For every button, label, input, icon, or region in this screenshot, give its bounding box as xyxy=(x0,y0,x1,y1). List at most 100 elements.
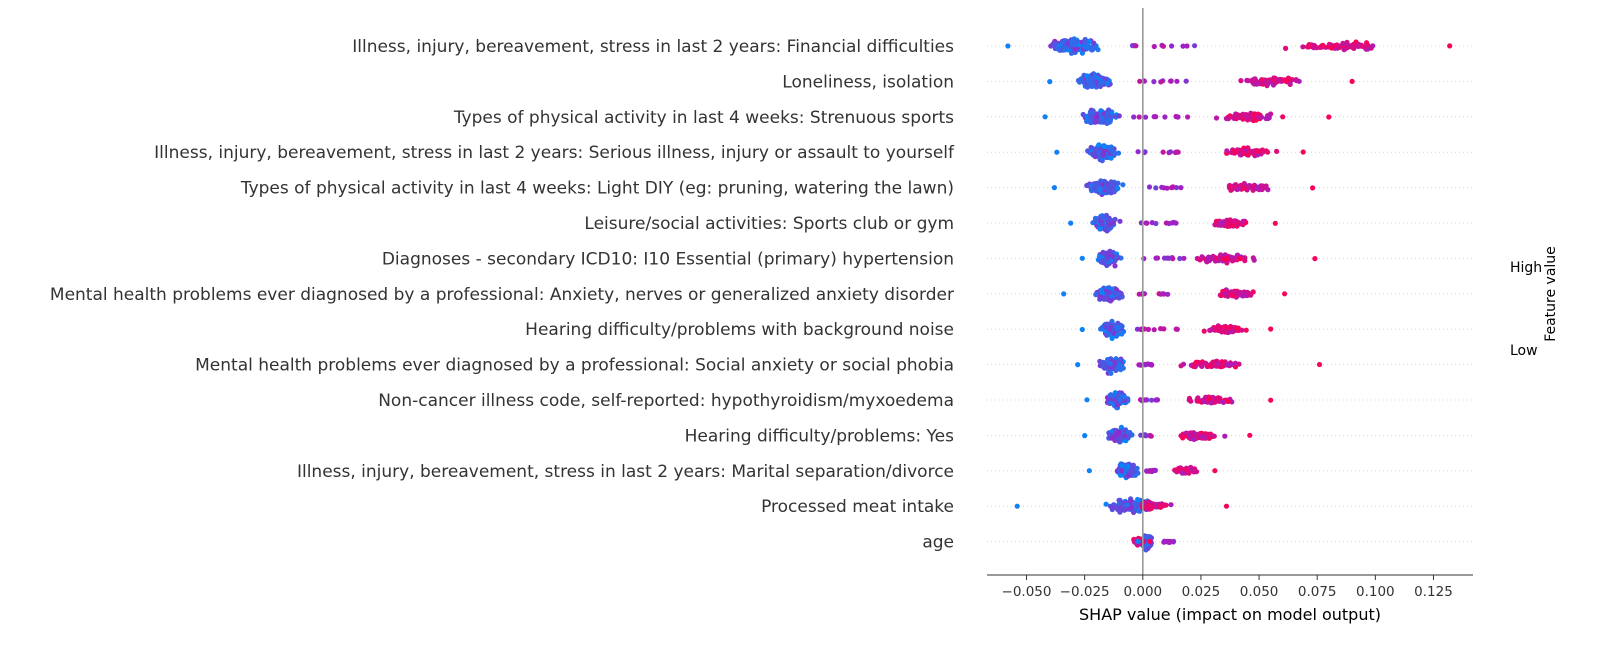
shap-point xyxy=(1221,219,1227,225)
x-tick-label: 0.025 xyxy=(1182,584,1221,600)
shap-point xyxy=(1105,144,1111,150)
shap-point xyxy=(1111,181,1117,187)
shap-point xyxy=(1370,43,1376,49)
shap-point xyxy=(1363,44,1369,50)
shap-point xyxy=(1265,187,1271,193)
shap-point xyxy=(1129,504,1135,511)
shap-point xyxy=(1310,185,1316,191)
shap-point xyxy=(1199,254,1205,260)
shap-point xyxy=(1349,44,1355,50)
feature-label: Non-cancer illness code, self-reported: … xyxy=(378,391,954,411)
shap-point xyxy=(1096,142,1102,148)
shap-point xyxy=(1180,43,1186,49)
shap-point xyxy=(1312,256,1318,262)
shap-point xyxy=(1293,78,1300,84)
shap-point xyxy=(1089,114,1095,121)
shap-point xyxy=(1234,115,1240,121)
shap-point xyxy=(1184,466,1190,472)
shap-point xyxy=(1164,185,1170,191)
shap-point xyxy=(1099,221,1105,227)
shap-point xyxy=(1336,43,1342,49)
shap-point xyxy=(1174,326,1180,332)
shap-point xyxy=(1141,256,1147,262)
shap-point xyxy=(1160,43,1166,49)
shap-point xyxy=(1112,263,1118,269)
shap-point xyxy=(1104,254,1111,260)
shap-point xyxy=(1117,509,1123,515)
x-tick-label: 0.125 xyxy=(1414,584,1453,600)
shap-point xyxy=(1194,432,1200,439)
shap-point xyxy=(1274,148,1280,154)
shap-point xyxy=(1042,114,1048,120)
feature-label: Hearing difficulty/problems: Yes xyxy=(685,426,955,446)
shap-point xyxy=(1114,366,1120,372)
shap-point xyxy=(1184,43,1190,49)
shap-point xyxy=(1109,220,1115,226)
shap-point xyxy=(1107,361,1114,367)
shap-point xyxy=(1103,76,1109,82)
shap-point xyxy=(1268,397,1274,403)
shap-point xyxy=(1166,539,1173,546)
shap-point xyxy=(1196,398,1202,404)
shap-point xyxy=(1103,225,1109,231)
x-tick-label: −0.025 xyxy=(1060,584,1110,600)
shap-point xyxy=(1213,115,1220,121)
shap-point xyxy=(1179,470,1185,476)
shap-point xyxy=(1118,363,1124,369)
shap-point xyxy=(1125,473,1131,479)
shap-point xyxy=(1098,81,1104,87)
feature-label: Types of physical activity in last 4 wee… xyxy=(453,108,954,128)
shap-point xyxy=(1300,149,1306,155)
shap-point xyxy=(1072,46,1078,52)
shap-point xyxy=(1341,47,1347,53)
shap-point xyxy=(1224,255,1230,261)
shap-point xyxy=(1186,397,1192,403)
shap-point xyxy=(1081,80,1087,86)
shap-point xyxy=(1202,434,1208,440)
shap-point xyxy=(1147,468,1153,474)
shap-point xyxy=(1223,503,1230,509)
shap-point xyxy=(1198,361,1204,367)
shap-point xyxy=(1153,255,1159,261)
shap-point xyxy=(1112,290,1118,296)
shap-point xyxy=(1100,151,1107,157)
shap-point xyxy=(1235,325,1241,331)
shap-point xyxy=(1160,149,1166,155)
shap-point xyxy=(1090,151,1096,157)
shap-point xyxy=(1174,78,1180,84)
shap-point xyxy=(1190,363,1196,369)
shap-point xyxy=(1153,185,1159,191)
shap-point xyxy=(1166,255,1172,261)
shap-point xyxy=(1168,502,1174,508)
shap-point xyxy=(1206,396,1212,402)
shap-point xyxy=(1165,291,1171,297)
shap-point xyxy=(1115,320,1121,326)
shap-point xyxy=(1251,77,1257,83)
shap-point xyxy=(1246,184,1252,190)
shap-point xyxy=(1209,433,1215,439)
shap-point xyxy=(1158,326,1164,332)
shap-point xyxy=(1102,323,1108,330)
shap-point xyxy=(1142,149,1148,155)
shap-point xyxy=(1082,39,1088,45)
shap-point xyxy=(1117,218,1123,224)
shap-point xyxy=(1233,290,1239,296)
shap-point xyxy=(1061,291,1067,297)
shap-point xyxy=(1344,40,1350,47)
colorbar: High Low Feature value xyxy=(1510,246,1559,359)
x-tick-label: 0.000 xyxy=(1123,584,1162,600)
shap-point xyxy=(1251,257,1257,263)
shap-point xyxy=(1319,43,1325,49)
shap-point xyxy=(1158,79,1164,85)
shap-point xyxy=(1167,149,1174,155)
shap-point xyxy=(1109,147,1115,154)
feature-label: Processed meat intake xyxy=(761,497,954,517)
shap-point xyxy=(1055,46,1061,52)
shap-point xyxy=(1272,220,1278,226)
shap-point xyxy=(1183,78,1189,84)
shap-point xyxy=(1106,107,1112,113)
shap-point xyxy=(1117,397,1123,403)
shap-point xyxy=(1168,78,1174,84)
shap-point xyxy=(1092,119,1098,125)
